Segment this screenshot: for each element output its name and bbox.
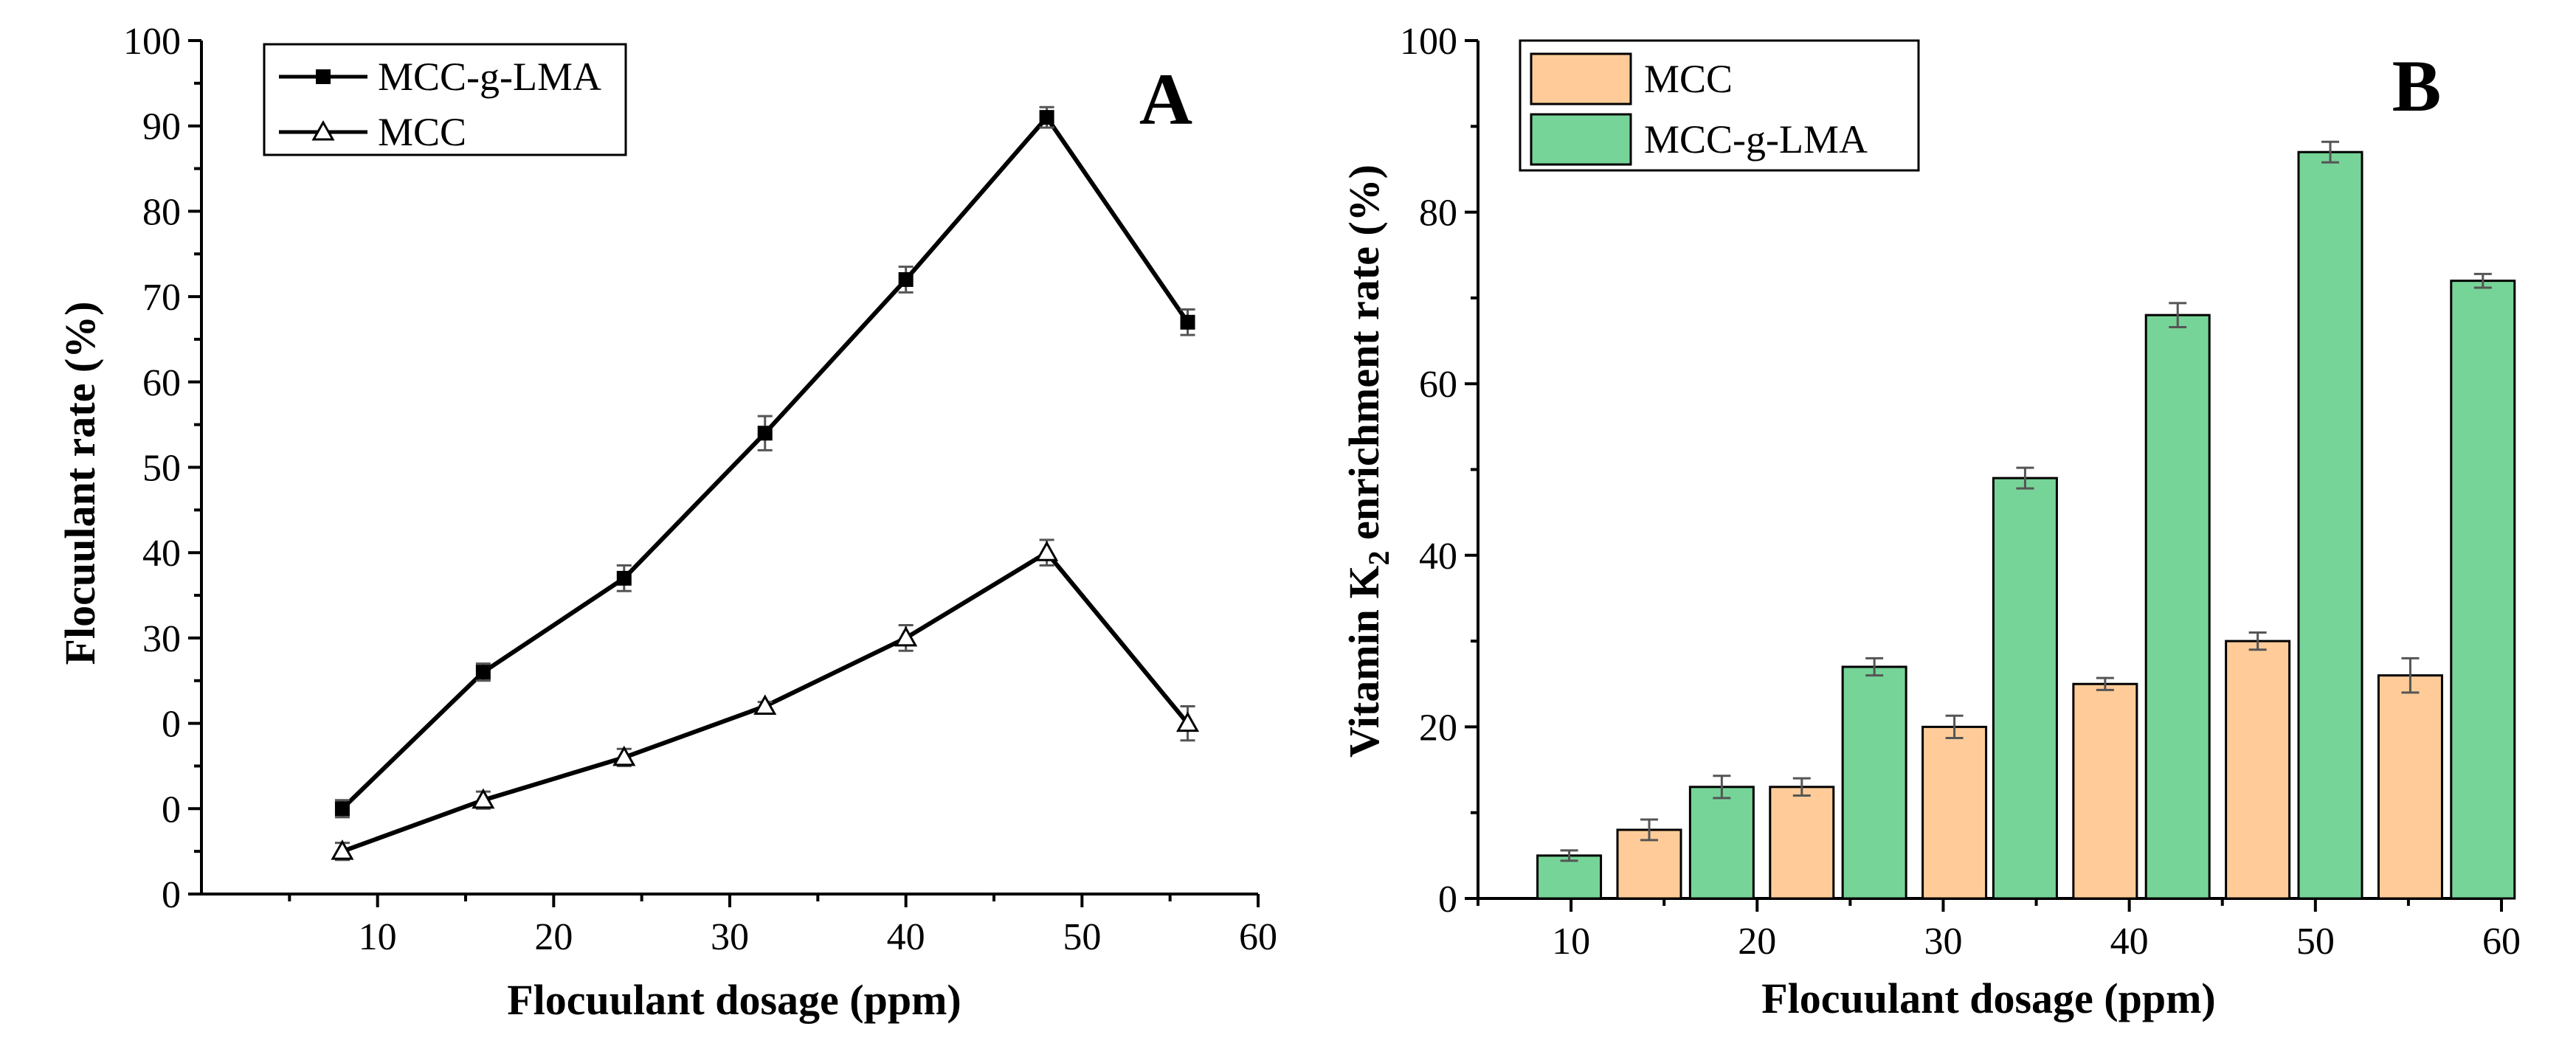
panel-b-bar-1: [2144, 314, 2211, 900]
panel-b-y-tick-label: 20: [1419, 707, 1457, 749]
panel-a-y-tick-label: 40: [142, 533, 181, 575]
panel-a-point-0: [334, 801, 350, 817]
panel-b-bar-0: [2072, 682, 2138, 900]
panel-b-letter: B: [2392, 45, 2442, 127]
panel-a-legend-label: MCC-g-LMA: [378, 55, 601, 99]
panel-a-point-0: [1180, 314, 1195, 330]
panel-a-y-tick-label: 60: [142, 362, 181, 404]
panel-b-y-tick-label: 100: [1400, 21, 1457, 63]
panel-b-x-tick-label: 40: [2110, 921, 2149, 963]
panel-b-x-axis-title: Flocuulant dosage (ppm): [1761, 974, 2216, 1022]
panel-a-y-tick-label: 0: [162, 874, 181, 916]
panel-a-series: [331, 105, 1200, 862]
panel-b-y-axis-title-suffix: enrichment rate (%): [1340, 164, 1388, 550]
panel-b-x-tick-label: 50: [2296, 921, 2335, 963]
panel-a-x-tick-label: 30: [711, 916, 749, 958]
panel-b-y-axis-title-prefix: Vitamin K: [1340, 565, 1388, 757]
panel-b-bar-0: [1769, 786, 1835, 900]
panel-a-x-tick-label: 10: [359, 916, 397, 958]
panel-a-point-1: [612, 745, 636, 766]
panel-b-bar-1: [2450, 280, 2516, 900]
panel-a-y-tick-label: 90: [142, 106, 181, 148]
panel-b-y-tick-label: 80: [1419, 193, 1457, 235]
panel-a-legend-label: MCC: [378, 110, 466, 154]
panel-b-y-tick-label: 0: [1438, 879, 1457, 921]
panel-a-x-tick-label: 40: [887, 916, 925, 958]
panel-a-point-1: [1035, 541, 1059, 561]
panel-a-x-tick-label: 60: [1239, 916, 1277, 958]
panel-a-y-tick-label: 80: [142, 191, 181, 233]
panel-a-point-1: [753, 694, 777, 715]
panel-a-point-0: [898, 271, 914, 287]
panel-a-ticks: 0 0 0 30 40 50 60 70 80 90 100 10 20 30 40 50 60: [123, 21, 1277, 958]
panel-a-legend-marker-1: [311, 119, 335, 141]
panel-b-y-tick-label: 40: [1419, 536, 1457, 578]
panel-b-legend-swatch-1: [1530, 113, 1632, 166]
panel-b-bar-1: [1688, 786, 1755, 900]
panel-b-x-tick-label: 30: [1924, 921, 1962, 963]
panel-a-legend: MCC-g-LMA MCC: [263, 43, 627, 156]
panel-a-y-tick-label: 70: [142, 277, 181, 319]
panel-b-bar-chart: 0 20 40 60 80 100 10 20 30 40 50 60 Flocuulant dosa…: [1340, 21, 2521, 1022]
panel-a-x-axis-title: Flocuulant dosage (ppm): [507, 976, 961, 1024]
panel-a-point-0: [475, 665, 491, 680]
panel-a-y-tick-label: 0: [162, 704, 181, 746]
panel-a-y-tick-label: 50: [142, 448, 181, 490]
panel-a-point-0: [757, 426, 773, 441]
panel-b-x-tick-label: 60: [2482, 921, 2521, 963]
panel-a-y-axis-title: Flocuulant rate (%): [56, 302, 104, 665]
panel-b-y-axis-title: Vitamin K2 enrichment rate (%): [1340, 164, 1395, 758]
panel-b-legend-label: MCC-g-LMA: [1644, 117, 1868, 162]
panel-a-point-0: [616, 570, 632, 586]
panel-b-legend-swatch-0: [1530, 52, 1632, 105]
panel-a-letter: A: [1139, 58, 1192, 140]
panel-b-bar-1: [1536, 854, 1603, 900]
panel-b-x-tick-label: 20: [1738, 921, 1776, 963]
panel-b-bars: [1536, 140, 2516, 900]
panel-a-line-chart: 0 0 0 30 40 50 60 70 80 90 100 10 20 30 40 50 60 Flocuul…: [56, 21, 1277, 1024]
panel-a-point-1: [472, 788, 495, 809]
panel-b-y-axis-title-subscript: 2: [1362, 550, 1395, 565]
panel-a-x-tick-label: 20: [534, 916, 573, 958]
panel-a-point-1: [331, 839, 354, 860]
panel-a-y-tick-label: 0: [162, 789, 181, 831]
panel-b-bar-1: [1841, 665, 1907, 900]
panel-b-legend: MCC MCC-g-LMA: [1519, 39, 1920, 172]
panel-b-bar-0: [2225, 640, 2291, 900]
panel-a-y-tick-label: 30: [142, 618, 181, 660]
panel-a-point-1: [894, 626, 918, 647]
panel-b-bar-1: [2297, 150, 2363, 900]
panel-b-y-tick-label: 60: [1419, 364, 1457, 406]
panel-a-y-tick-label: 100: [123, 21, 181, 63]
panel-b-legend-label: MCC: [1644, 57, 1733, 101]
panel-a-legend-marker-0: [316, 69, 331, 84]
panel-a-x-tick-label: 50: [1063, 916, 1101, 958]
panel-b-x-tick-label: 10: [1552, 921, 1590, 963]
panel-b-bar-1: [1992, 477, 2058, 900]
panel-a-point-0: [1039, 110, 1054, 125]
panel-b-bar-0: [2377, 674, 2443, 900]
panel-b-ticks: 0 20 40 60 80 100 10 20 30 40 50 60: [1400, 21, 2521, 963]
panel-b-bar-0: [1921, 725, 1988, 900]
panel-a-point-1: [1175, 711, 1200, 732]
